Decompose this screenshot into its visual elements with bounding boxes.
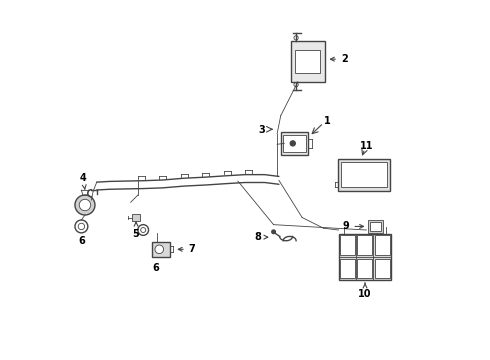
Text: 1: 1 (324, 116, 331, 126)
Circle shape (75, 220, 88, 233)
Text: 4: 4 (80, 173, 87, 189)
Bar (281, 132, 308, 155)
Text: 3: 3 (259, 125, 266, 135)
Bar (295, 50, 320, 73)
Text: 6: 6 (78, 236, 85, 246)
Bar (132, 214, 140, 221)
Circle shape (272, 230, 275, 234)
Circle shape (78, 223, 85, 230)
Circle shape (79, 199, 91, 211)
Bar (291, 41, 325, 82)
Bar (358, 258, 372, 278)
Bar (369, 222, 381, 231)
Text: 11: 11 (360, 141, 373, 151)
Bar (339, 234, 392, 280)
Circle shape (75, 195, 95, 215)
Text: 9: 9 (343, 221, 364, 231)
Bar (368, 220, 383, 233)
Circle shape (138, 225, 148, 235)
Text: 7: 7 (178, 244, 196, 254)
Text: 8: 8 (254, 232, 268, 242)
Circle shape (155, 245, 164, 253)
Bar (358, 235, 372, 255)
Text: 5: 5 (133, 222, 140, 239)
Bar (340, 258, 355, 278)
Circle shape (290, 141, 295, 146)
Bar (152, 242, 170, 257)
Bar (338, 158, 390, 191)
Text: 6: 6 (152, 262, 159, 273)
Text: 10: 10 (358, 283, 372, 298)
Bar (341, 162, 387, 187)
Bar (340, 235, 355, 255)
Text: 2: 2 (330, 54, 348, 64)
Bar (375, 258, 390, 278)
Bar (375, 235, 390, 255)
Bar (283, 135, 306, 152)
Circle shape (141, 228, 146, 233)
